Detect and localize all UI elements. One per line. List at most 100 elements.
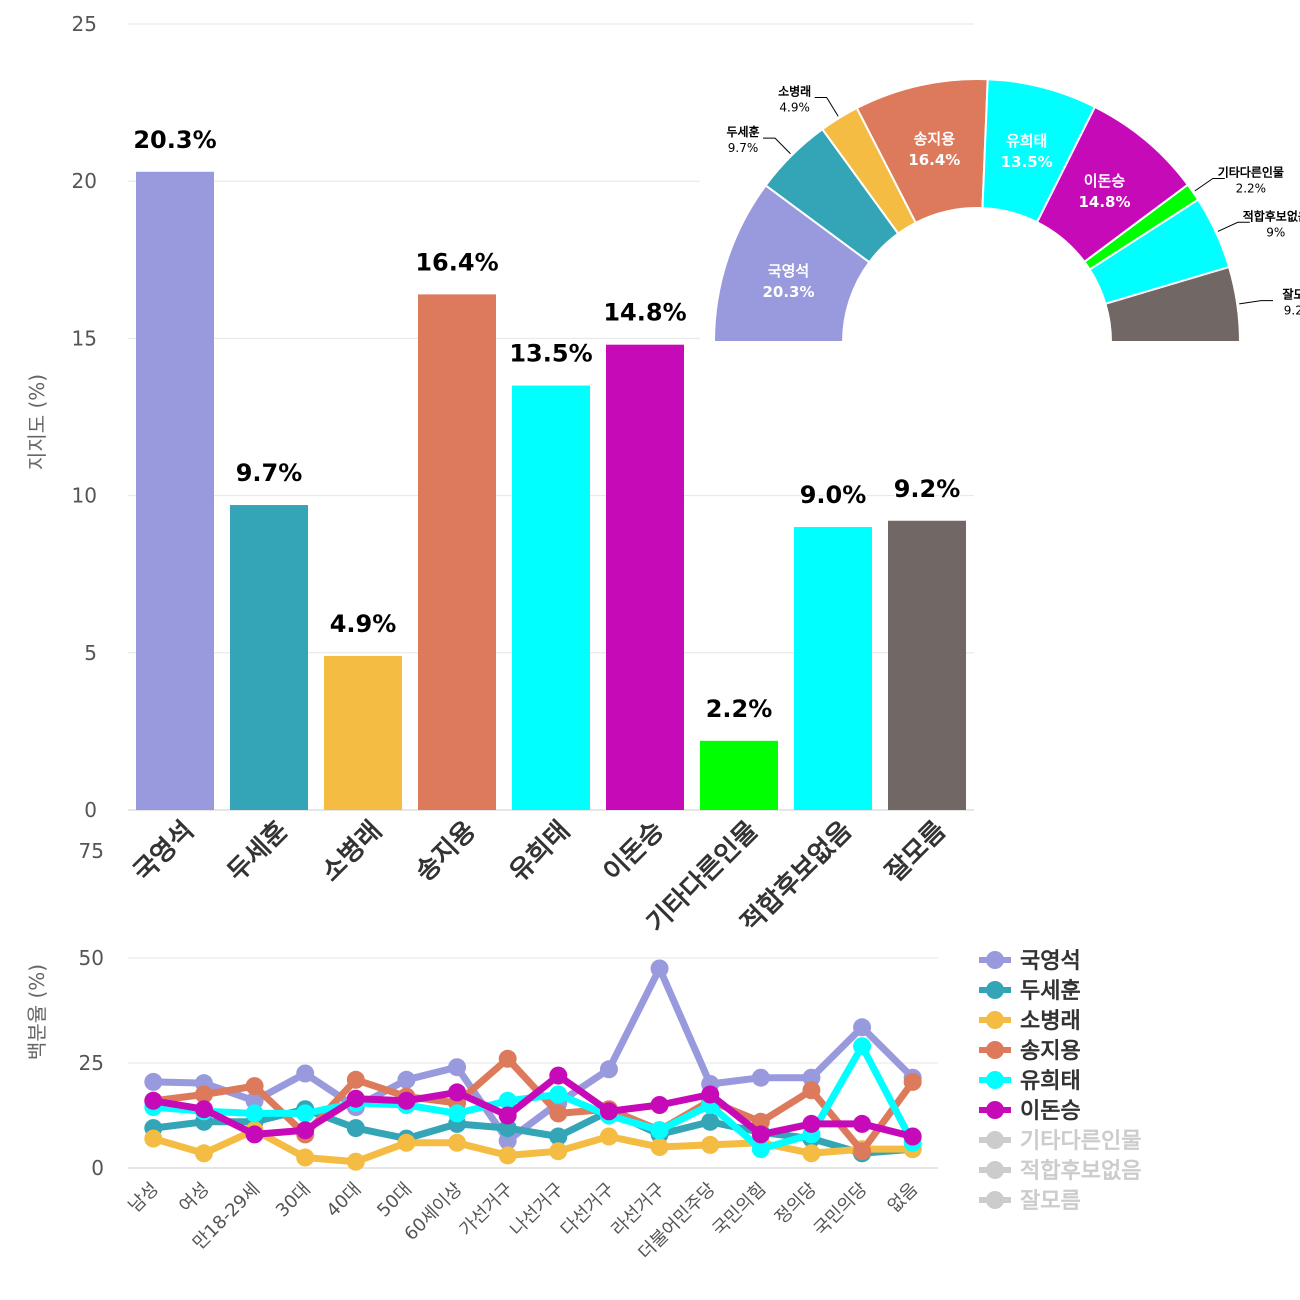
bar[interactable] [606, 344, 684, 810]
legend-item[interactable]: 이돈승 [979, 1099, 1081, 1124]
line-point[interactable] [194, 1144, 213, 1163]
line-point[interactable] [701, 1135, 720, 1154]
pie-slice-value: 9.7% [728, 141, 759, 155]
line-point[interactable] [853, 1037, 872, 1056]
line-point[interactable] [599, 1060, 618, 1079]
line-point[interactable] [296, 1148, 315, 1167]
line-point[interactable] [853, 1018, 872, 1037]
line-point[interactable] [397, 1133, 416, 1152]
line-point[interactable] [144, 1091, 163, 1110]
line-point[interactable] [245, 1077, 264, 1096]
legend-item[interactable]: 소병래 [979, 1009, 1081, 1034]
legend-item[interactable]: 유희태 [979, 1069, 1081, 1094]
line-series-path[interactable] [149, 965, 917, 1145]
line-point[interactable] [448, 1104, 467, 1123]
line-point[interactable] [701, 1085, 720, 1104]
line-point[interactable] [144, 1129, 163, 1148]
line-point[interactable] [802, 1081, 821, 1100]
line-point[interactable] [751, 1125, 770, 1144]
line-point[interactable] [751, 1068, 770, 1087]
line-point[interactable] [498, 1049, 517, 1068]
line-x-category-label: 남성 [125, 1179, 163, 1217]
line-point[interactable] [448, 1058, 467, 1077]
line-point[interactable] [346, 1119, 365, 1138]
line-point[interactable] [751, 1112, 770, 1131]
line-point[interactable] [245, 1104, 264, 1123]
line-point[interactable] [448, 1083, 467, 1102]
line-series-path[interactable] [149, 1126, 917, 1166]
line-point[interactable] [144, 1072, 163, 1091]
legend-point-marker [986, 951, 1004, 969]
line-point[interactable] [296, 1064, 315, 1083]
line-point[interactable] [498, 1119, 517, 1138]
line-point[interactable] [549, 1142, 568, 1161]
pie-slice-name: 두세훈 [726, 124, 759, 139]
line-point[interactable] [599, 1127, 618, 1146]
line-point[interactable] [903, 1072, 922, 1091]
bar[interactable] [700, 740, 778, 810]
line-point[interactable] [599, 1102, 618, 1121]
line-point[interactable] [802, 1068, 821, 1087]
pie-labels: 국영석 20.3% 두세훈 9.7% 소병래 4.9% 송지용 16.4% 유희태 13.5% 이돈… [726, 84, 1300, 318]
line-point[interactable] [296, 1121, 315, 1140]
line-point[interactable] [853, 1142, 872, 1161]
bar[interactable] [794, 527, 872, 810]
line-point[interactable] [701, 1112, 720, 1131]
line-point[interactable] [650, 1121, 669, 1140]
line-point[interactable] [650, 1138, 669, 1156]
line-point[interactable] [346, 1070, 365, 1089]
bar[interactable] [136, 171, 214, 810]
bar[interactable] [418, 294, 496, 810]
line-x-category-label: 나선거구 [506, 1179, 568, 1241]
legend-item[interactable]: 두세훈 [979, 979, 1081, 1004]
line-point[interactable] [650, 1096, 669, 1114]
line-x-category-label: 50대 [373, 1179, 416, 1222]
bar-y-tick-label: 15 [72, 326, 97, 350]
line-point[interactable] [498, 1146, 517, 1165]
line-point[interactable] [549, 1085, 568, 1104]
line-point[interactable] [650, 959, 669, 978]
line-point[interactable] [549, 1104, 568, 1123]
legend-item[interactable]: 적합후보없음 [979, 1158, 1141, 1184]
bar[interactable] [324, 655, 402, 810]
line-point[interactable] [346, 1089, 365, 1108]
line-point[interactable] [549, 1066, 568, 1085]
line-point[interactable] [903, 1127, 922, 1146]
line-point[interactable] [397, 1091, 416, 1110]
line-point[interactable] [245, 1091, 264, 1110]
line-x-category-label: 다선거구 [557, 1179, 619, 1241]
line-point[interactable] [194, 1085, 213, 1104]
bar[interactable] [888, 520, 966, 810]
line-point[interactable] [498, 1106, 517, 1125]
legend-point-marker [986, 1161, 1004, 1179]
line-point[interactable] [498, 1131, 517, 1150]
line-series-path[interactable] [149, 1072, 917, 1140]
line-point[interactable] [245, 1125, 264, 1144]
line-point[interactable] [853, 1114, 872, 1133]
legend-item[interactable]: 기타다른인물 [979, 1129, 1141, 1154]
pie-slice-value: 2.2% [1236, 181, 1267, 195]
line-point[interactable] [296, 1104, 315, 1123]
bar[interactable] [512, 385, 590, 810]
pie-label-connector [763, 137, 791, 155]
legend-point-marker [986, 1101, 1004, 1119]
legend-label: 송지용 [1020, 1039, 1081, 1064]
line-point[interactable] [751, 1140, 770, 1159]
line-point[interactable] [194, 1100, 213, 1119]
line-point[interactable] [498, 1091, 517, 1110]
line-point[interactable] [397, 1070, 416, 1089]
line-point[interactable] [346, 1152, 365, 1171]
legend-label: 이돈승 [1020, 1099, 1081, 1124]
legend-label: 두세훈 [1020, 979, 1081, 1004]
legend-item[interactable]: 국영석 [979, 949, 1081, 974]
pie-slice[interactable] [1104, 265, 1242, 343]
line-point[interactable] [802, 1144, 821, 1163]
legend-item[interactable]: 송지용 [979, 1039, 1081, 1064]
line-point[interactable] [802, 1114, 821, 1133]
legend-item[interactable]: 잘모름 [979, 1189, 1081, 1214]
line-point[interactable] [448, 1133, 467, 1152]
line-point[interactable] [549, 1127, 568, 1146]
bar[interactable] [230, 505, 308, 810]
